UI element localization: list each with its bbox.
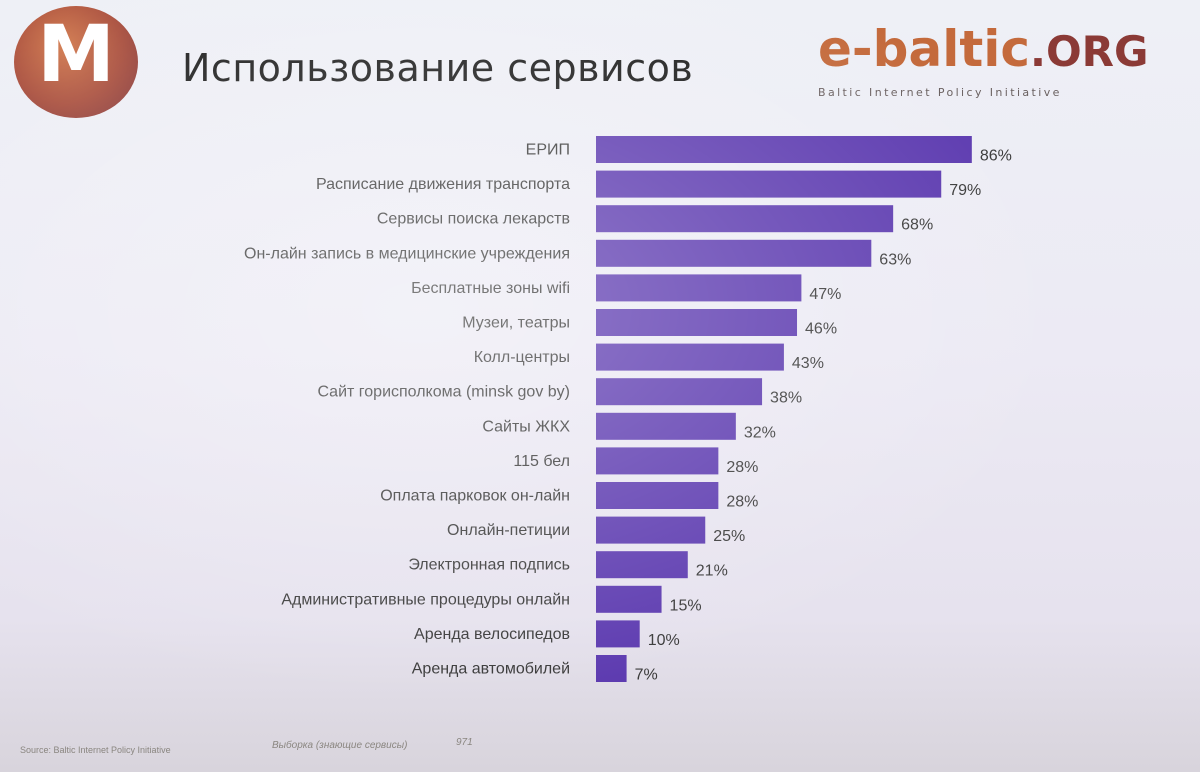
bar	[596, 309, 798, 336]
category-label: Сервисы поиска лекарств	[377, 211, 570, 228]
value-label: 63%	[879, 251, 911, 268]
category-label: Аренда велосипедов	[414, 626, 570, 643]
brand-main: e-baltic	[818, 20, 1031, 78]
bar	[596, 412, 736, 440]
value-label: 79%	[949, 182, 981, 199]
sample-note: Выборка (знающие сервисы)	[272, 740, 408, 751]
category-label: Он-лайн запись в медицинские учреждения	[244, 245, 570, 262]
category-label: Оплата парковок он-лайн	[380, 488, 570, 505]
bar	[596, 585, 662, 613]
value-label: 47%	[809, 286, 841, 303]
brand-tagline: Baltic Internet Policy Initiative	[818, 86, 1062, 99]
category-label: 115 бел	[513, 453, 570, 470]
m-logo: M	[14, 6, 138, 118]
value-label: 25%	[713, 528, 745, 545]
source-note: Source: Baltic Internet Policy Initiativ…	[20, 745, 171, 755]
sample-size: 971	[456, 737, 473, 748]
value-label: 43%	[792, 355, 824, 372]
value-label: 21%	[696, 563, 728, 580]
value-label: 28%	[726, 459, 758, 476]
category-label: Расписание движения транспорта	[316, 176, 570, 193]
value-label: 46%	[805, 321, 837, 338]
bar	[596, 516, 706, 544]
bar	[596, 274, 802, 302]
category-label: Сайт горисполкома (minsk gov by)	[317, 384, 570, 401]
m-logo-letter: M	[37, 10, 115, 100]
category-label: Онлайн-петиции	[447, 522, 570, 539]
value-label: 10%	[648, 632, 680, 649]
page-title: Использование сервисов	[182, 46, 694, 90]
bar	[596, 482, 719, 509]
bar	[596, 655, 627, 682]
e-baltic-logo: e-baltic.ORG	[818, 24, 1149, 74]
bar	[596, 620, 640, 648]
category-label: Бесплатные зоны wifi	[411, 280, 570, 297]
value-label: 32%	[744, 424, 776, 441]
bar	[596, 551, 688, 579]
bar	[596, 447, 719, 475]
category-label: Музеи, театры	[462, 315, 570, 332]
bar	[596, 136, 972, 163]
category-label: ЕРИП	[526, 142, 570, 159]
category-label: Сайты ЖКХ	[482, 418, 570, 435]
category-label: Колл-центры	[474, 349, 570, 366]
bar	[596, 343, 784, 371]
bar	[596, 239, 872, 267]
category-label: Электронная подпись	[408, 557, 570, 574]
value-label: 7%	[635, 667, 658, 684]
value-label: 68%	[901, 217, 933, 234]
bar	[596, 378, 763, 406]
brand-suffix: .ORG	[1030, 27, 1149, 76]
value-label: 86%	[980, 148, 1012, 165]
category-label: Аренда автомобилей	[412, 661, 570, 678]
value-label: 38%	[770, 390, 802, 407]
value-label: 15%	[670, 597, 702, 614]
bar	[596, 170, 942, 198]
bar	[596, 205, 894, 233]
category-label: Административные процедуры онлайн	[281, 591, 570, 608]
value-label: 28%	[726, 494, 758, 511]
